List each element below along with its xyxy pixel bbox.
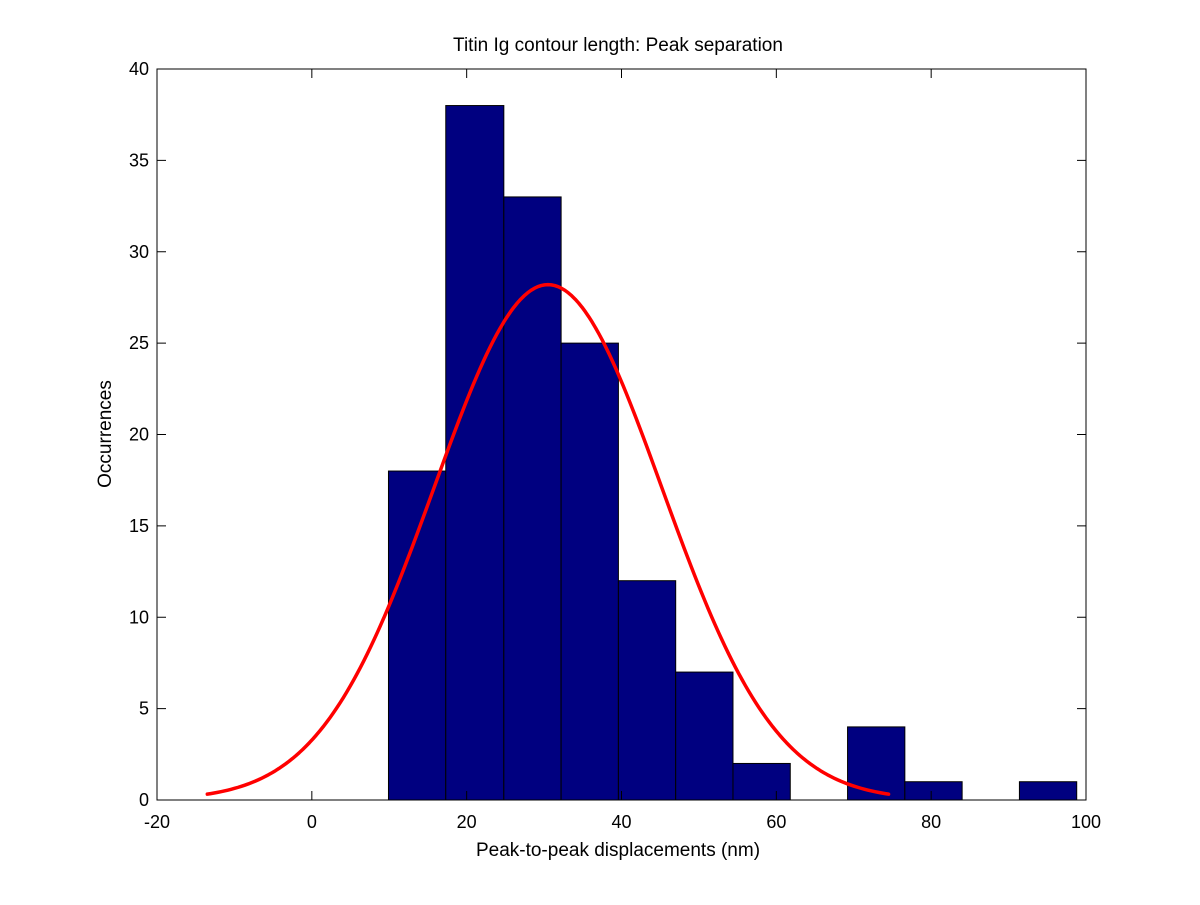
x-tick-label-5: 80	[921, 812, 941, 832]
y-axis-label: Occurrences	[95, 380, 116, 488]
y-tick-label-8: 40	[129, 59, 149, 79]
y-tick-label-3: 15	[129, 516, 149, 536]
histogram-bar-6	[732, 762, 791, 801]
x-tick-label-2: 20	[457, 812, 477, 832]
x-tick-label-4: 60	[766, 812, 786, 832]
histogram-bar-11	[1018, 781, 1078, 801]
y-tick-label-7: 35	[129, 150, 149, 170]
histogram-bar-9	[904, 781, 963, 801]
y-tick-label-4: 20	[129, 425, 149, 445]
histogram-bar-2	[503, 196, 562, 801]
histogram-bar-3	[560, 342, 619, 801]
histogram-bar-1	[445, 105, 505, 801]
fit-curve-layer	[205, 282, 891, 796]
histogram-bar-5	[675, 671, 734, 801]
histogram-bar-0	[387, 470, 447, 801]
y-tick-label-0: 0	[139, 790, 149, 810]
x-tick-label-3: 40	[611, 812, 631, 832]
y-tick-label-1: 5	[139, 699, 149, 719]
x-axis-label: Peak-to-peak displacements (nm)	[476, 840, 760, 861]
gaussian-fit-line	[205, 282, 891, 796]
x-tick-label-0: -20	[144, 812, 170, 832]
bars-layer	[387, 105, 1078, 801]
histogram-bar-4	[617, 580, 677, 801]
x-tick-label-1: 0	[307, 812, 317, 832]
y-tick-label-2: 10	[129, 607, 149, 627]
histogram-bar-8	[847, 726, 906, 801]
chart-title: Titin Ig contour length: Peak separation	[453, 35, 783, 56]
y-tick-label-6: 30	[129, 242, 149, 262]
y-tick-label-5: 25	[129, 333, 149, 353]
x-tick-label-6: 100	[1071, 812, 1101, 832]
